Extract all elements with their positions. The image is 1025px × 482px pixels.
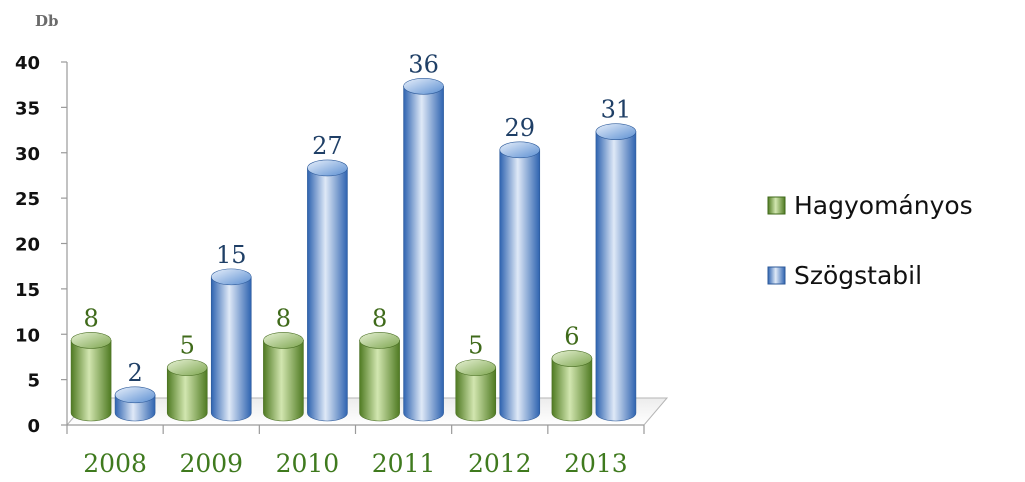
bar-body — [210, 276, 252, 422]
bar-body — [403, 86, 444, 422]
data-label: 5 — [180, 332, 195, 360]
bar-body — [359, 340, 400, 422]
y-tick-label: 20 — [15, 235, 40, 256]
bar-body — [455, 367, 497, 422]
bar-hagyomanyos — [166, 359, 208, 422]
y-axis-label: Db — [35, 12, 59, 30]
bar-szogstabil — [499, 141, 541, 422]
data-label: 2 — [127, 359, 142, 387]
bar-top — [166, 359, 208, 376]
bar-hagyomanyos — [551, 350, 593, 422]
bar-szogstabil — [307, 159, 348, 422]
bar-top — [551, 350, 593, 367]
data-label: 8 — [372, 304, 387, 332]
legend: Hagyományos Szögstabil — [767, 191, 973, 290]
bar-top — [263, 332, 304, 349]
data-label: 27 — [312, 132, 343, 160]
bar-body — [499, 149, 541, 422]
x-tick-label: 2012 — [468, 449, 532, 478]
y-tick-label: 35 — [15, 98, 40, 119]
bar-top — [455, 359, 497, 376]
bar-body — [551, 358, 593, 422]
x-tick-label: 2011 — [372, 449, 436, 478]
legend-item-szogstabil: Szögstabil — [767, 261, 922, 290]
legend-swatch — [767, 266, 786, 285]
bar-top — [307, 159, 348, 177]
y-tick-label: 10 — [15, 325, 40, 346]
data-label: 8 — [276, 304, 291, 332]
data-label: 5 — [468, 332, 483, 360]
bar-top — [210, 268, 252, 286]
data-label: 6 — [564, 323, 579, 351]
legend-item-hagyomanyos: Hagyományos — [767, 191, 973, 220]
y-tick-label: 5 — [27, 371, 40, 392]
bar-szogstabil — [403, 78, 444, 422]
bar-szogstabil — [210, 268, 252, 422]
y-tick-label: 15 — [15, 280, 40, 301]
bar-top — [70, 332, 112, 349]
legend-swatch — [767, 196, 786, 215]
data-label: 15 — [216, 241, 247, 269]
data-label: 36 — [408, 50, 439, 78]
bar-top — [114, 386, 156, 404]
legend-label: Hagyományos — [794, 191, 973, 220]
bar-szogstabil — [595, 123, 637, 422]
bar-szogstabil — [114, 386, 156, 422]
bar-body — [166, 367, 208, 422]
x-tick-label: 2008 — [83, 449, 147, 478]
x-axis: 2008 2009 2010 2011 2012 2013 — [66, 424, 645, 478]
x-tick-label: 2009 — [179, 449, 243, 478]
bar-hagyomanyos — [263, 332, 304, 422]
bar-top — [359, 332, 400, 349]
bar-body — [595, 131, 637, 422]
bar-body — [263, 340, 304, 422]
x-tick-label: 2013 — [564, 449, 628, 478]
x-tick-label: 2010 — [276, 449, 340, 478]
data-label: 8 — [83, 304, 98, 332]
bar-top — [595, 123, 637, 140]
bar-top — [499, 141, 541, 159]
bar-hagyomanyos — [359, 332, 400, 422]
y-tick-label: 25 — [15, 189, 40, 210]
y-tick-label: 40 — [15, 53, 40, 74]
bar-body — [70, 340, 112, 422]
bar-body — [307, 167, 348, 422]
y-tick-label: 0 — [27, 416, 40, 437]
legend-label: Szögstabil — [794, 261, 922, 290]
data-labels: 8 5 8 8 5 6 2 15 27 36 29 31 — [83, 50, 631, 387]
bar-top — [403, 78, 444, 95]
y-tick-label: 30 — [15, 144, 40, 165]
y-axis: 0 5 10 15 20 25 30 35 40 — [15, 53, 68, 437]
data-label: 31 — [601, 96, 632, 124]
bar-hagyomanyos — [70, 332, 112, 422]
data-label: 29 — [504, 114, 535, 142]
bar-hagyomanyos — [455, 359, 497, 422]
bars — [70, 78, 637, 422]
